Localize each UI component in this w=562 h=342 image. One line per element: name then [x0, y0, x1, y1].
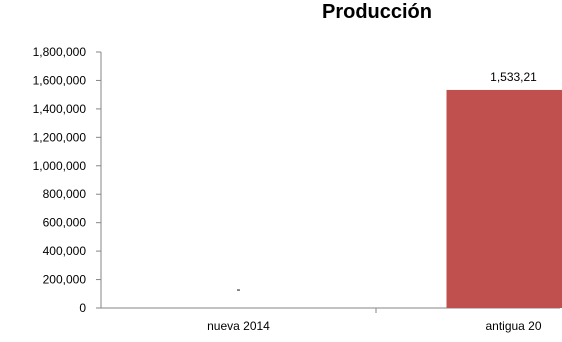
chart-title: Producción [322, 1, 432, 23]
data-label: 1,533,21 [490, 70, 537, 84]
y-tick-label: 1,000,000 [33, 159, 87, 173]
bar [446, 89, 562, 308]
x-category-label: nueva 2014 [207, 319, 270, 333]
y-tick-label: 1,600,000 [33, 73, 87, 87]
y-tick-label: 1,800,000 [33, 45, 87, 59]
data-label: - [237, 282, 241, 296]
data-labels: - 1,533,21 [237, 70, 538, 296]
bars [446, 89, 562, 308]
y-tick-label: 200,000 [43, 273, 87, 287]
y-tick-label: 600,000 [43, 216, 87, 230]
x-axis: nueva 2014 antigua 20 [101, 307, 560, 333]
y-tick-label: 1,400,000 [33, 102, 87, 116]
y-tick-label: 800,000 [43, 187, 87, 201]
x-category-label: antigua 20 [485, 319, 541, 333]
y-tick-label: 400,000 [43, 244, 87, 258]
y-tick-label: 0 [79, 301, 86, 315]
y-axis: 0 200,000 400,000 600,000 800,000 1,000,000 1,… [33, 45, 102, 315]
y-tick-label: 1,200,000 [33, 130, 87, 144]
